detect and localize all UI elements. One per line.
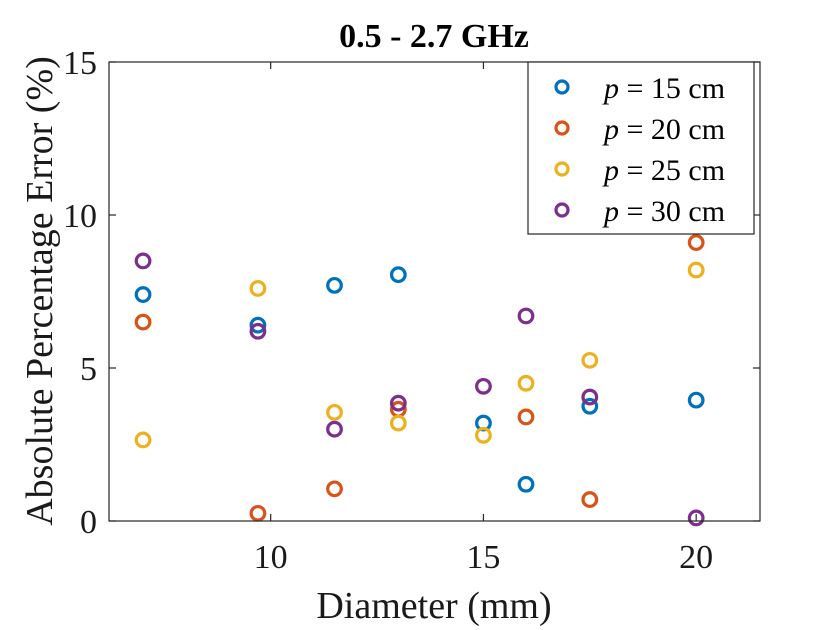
- legend-item: p = 25 cm: [554, 154, 725, 187]
- data-point: [326, 276, 343, 294]
- data-point: [475, 377, 492, 395]
- series-4: [134, 252, 705, 527]
- series-1: [134, 266, 705, 493]
- data-point: [581, 388, 599, 406]
- data-point: [389, 266, 407, 284]
- data-point: [249, 316, 267, 334]
- legend-item: p = 30 cm: [554, 195, 725, 228]
- data-point: [249, 504, 267, 522]
- data-point: [581, 491, 599, 508]
- data-point: [326, 403, 343, 421]
- x-tick-label: 10: [254, 539, 288, 576]
- data-point: [687, 391, 705, 409]
- plot-frame: [108, 61, 761, 522]
- data-point: [389, 394, 407, 412]
- data-point: [687, 234, 705, 251]
- data-point: [517, 307, 535, 325]
- data-point: [517, 408, 535, 426]
- y-axis-label: Absolute Percentage Error (%): [19, 56, 61, 526]
- y-tick-label: 15: [63, 45, 97, 82]
- legend-marker: [554, 120, 570, 136]
- legend-label: p = 25 cm: [602, 154, 725, 187]
- data-point: [326, 420, 343, 438]
- data-point: [249, 322, 267, 340]
- data-point: [517, 475, 535, 493]
- data-point: [687, 509, 705, 527]
- data-point: [475, 426, 492, 444]
- legend-marker: [554, 202, 570, 218]
- data-point: [134, 252, 152, 270]
- legend-label: p = 15 cm: [602, 72, 725, 105]
- axis-ticks: 10 15 20 0 5 10 15: [63, 45, 760, 576]
- series-2: [134, 234, 705, 522]
- legend-item: p = 20 cm: [554, 113, 725, 146]
- chart-title: 0.5 - 2.7 GHz: [339, 18, 529, 55]
- data-point: [249, 280, 267, 297]
- legend-item: p = 15 cm: [554, 72, 725, 105]
- x-tick-label: 20: [679, 539, 713, 576]
- legend-marker: [554, 161, 570, 177]
- data-point: [134, 431, 152, 449]
- data-point: [134, 313, 152, 331]
- data-point: [389, 414, 407, 432]
- y-tick-label: 10: [63, 198, 97, 235]
- data-point: [326, 480, 343, 498]
- series-3: [134, 261, 705, 449]
- legend-marker: [554, 79, 570, 95]
- data-point: [581, 351, 599, 369]
- x-axis-label: Diameter (mm): [316, 585, 551, 627]
- legend-label: p = 20 cm: [602, 113, 725, 146]
- y-tick-label: 0: [80, 504, 97, 541]
- legend-label: p = 30 cm: [602, 195, 725, 228]
- data-point: [581, 397, 599, 415]
- x-tick-label: 15: [466, 539, 500, 576]
- legend: p = 15 cm p = 20 cm p = 25 cm p = 30 cm: [527, 61, 755, 235]
- data-point: [517, 374, 535, 392]
- data-markers: [134, 234, 705, 527]
- data-point: [134, 286, 152, 303]
- data-point: [687, 261, 705, 279]
- y-tick-label: 5: [80, 351, 97, 388]
